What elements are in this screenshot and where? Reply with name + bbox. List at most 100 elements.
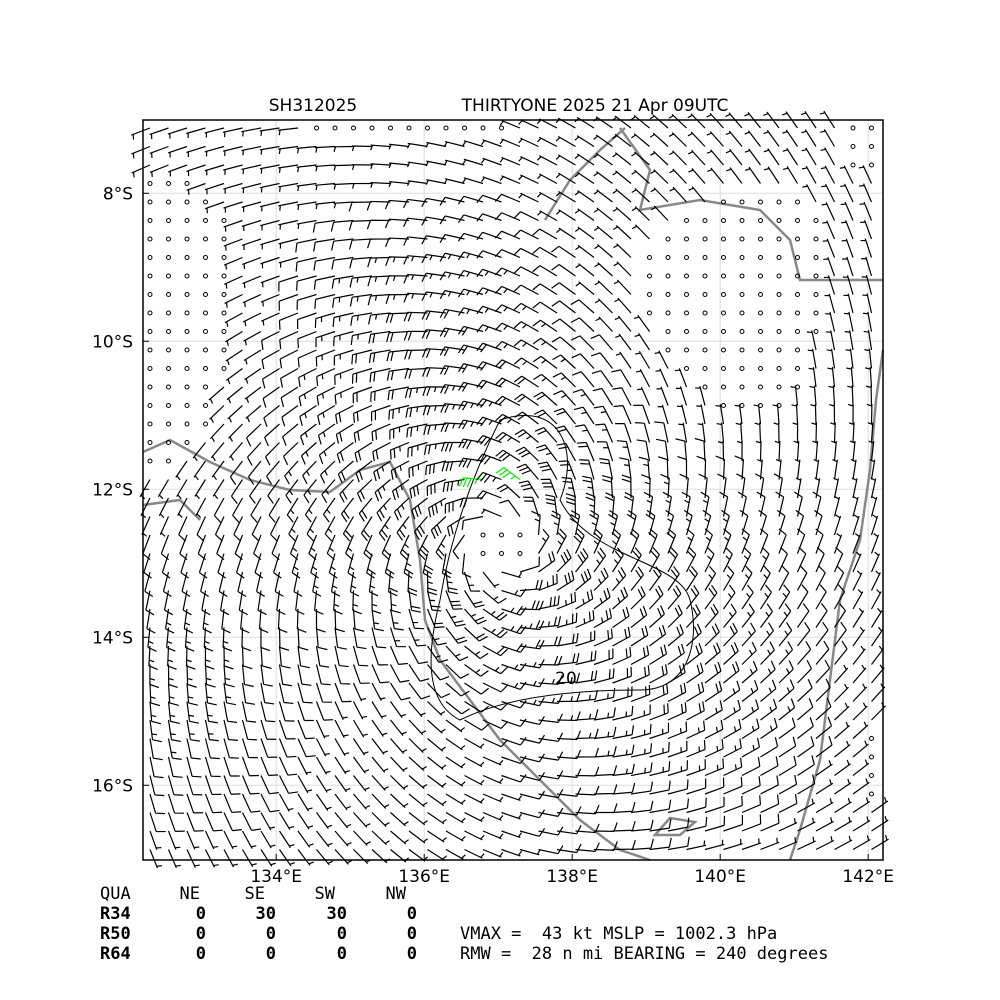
- wind-barb: [518, 480, 540, 499]
- wind-barb: [612, 566, 627, 591]
- wind-barb: [316, 793, 332, 811]
- wind-barb: [612, 744, 635, 758]
- calm: [795, 347, 800, 353]
- wind-barb: [458, 438, 484, 450]
- wind-barb: [260, 238, 280, 250]
- calm: [166, 273, 171, 279]
- wind-barb: [665, 509, 675, 536]
- wind-barb: [452, 534, 465, 560]
- wind-barb: [295, 590, 305, 615]
- wind-barb: [741, 528, 750, 554]
- wind-barb: [333, 201, 354, 209]
- wind-barb: [852, 645, 866, 665]
- wind-barb: [482, 737, 509, 748]
- wind-barb: [225, 349, 243, 366]
- wind-barb: [704, 528, 713, 554]
- wind-barb: [741, 603, 755, 628]
- wind-barb: [574, 190, 595, 203]
- wind-barb: [612, 115, 632, 129]
- wind-barb: [351, 367, 373, 384]
- wind-barb: [260, 256, 280, 269]
- calm: [739, 292, 745, 297]
- wind-barb: [741, 718, 760, 740]
- wind-barb: [575, 568, 592, 591]
- wind-barb: [386, 367, 410, 381]
- wind-barb: [349, 571, 360, 597]
- wind-barb: [411, 497, 428, 520]
- wind-barb: [316, 812, 333, 829]
- wind-barb: [427, 756, 447, 770]
- wind-barb: [616, 440, 632, 462]
- calm: [758, 218, 763, 223]
- wind-barb: [813, 509, 823, 536]
- wind-barb: [650, 150, 669, 166]
- wind-barb: [717, 473, 727, 499]
- wind-barb: [348, 219, 373, 231]
- wind-barb: [573, 528, 585, 554]
- wind-barb: [321, 479, 336, 504]
- wind-barb: [537, 528, 550, 554]
- wind-barb: [797, 698, 814, 721]
- wind-barb: [802, 184, 817, 203]
- wind-barb: [840, 201, 854, 221]
- wind-barb: [458, 457, 484, 469]
- calm: [184, 440, 190, 445]
- wind-barb: [457, 288, 484, 298]
- wind-barb: [317, 423, 336, 445]
- wind-barb: [832, 458, 838, 480]
- wind-barb: [442, 478, 465, 493]
- wind-barb: [667, 624, 684, 647]
- wind-barb: [273, 553, 282, 579]
- wind-barb: [352, 645, 369, 667]
- wind-barb: [815, 640, 830, 665]
- wind-barb: [662, 491, 672, 517]
- wind-barb: [297, 627, 309, 651]
- wind-barb: [131, 145, 151, 159]
- wind-barb: [815, 528, 824, 554]
- wind-barb: [209, 405, 225, 423]
- wind-barb: [594, 244, 613, 258]
- wind-barb: [186, 682, 198, 706]
- wind-barb: [131, 127, 151, 140]
- wind-barb: [334, 793, 351, 811]
- wind-barb: [262, 386, 280, 408]
- wind-barb: [318, 442, 336, 465]
- wind-barb: [261, 349, 280, 370]
- calm: [684, 310, 689, 316]
- wind-barb: [279, 849, 295, 867]
- wind-barb: [630, 819, 654, 832]
- wind-barb: [494, 212, 521, 222]
- wind-barb: [405, 404, 428, 418]
- wind-barb: [241, 738, 259, 759]
- wind-barb: [461, 553, 472, 578]
- wind-barb: [223, 719, 239, 741]
- wind-barb: [695, 386, 706, 406]
- wind-barb: [334, 756, 350, 775]
- wind-barb: [158, 497, 170, 519]
- wind-barb: [445, 608, 466, 627]
- wind-barb: [494, 267, 521, 277]
- wind-barb: [167, 738, 182, 760]
- wind-barb: [852, 514, 860, 536]
- wind-barb: [704, 623, 720, 647]
- wind-barb: [167, 756, 183, 778]
- wind-barb: [495, 395, 521, 407]
- wind-barb: [499, 499, 521, 517]
- wind-barb: [553, 390, 576, 406]
- wind-barb: [556, 711, 581, 722]
- wind-barb: [717, 440, 725, 462]
- wind-barb: [224, 312, 243, 327]
- wind-barb: [537, 173, 558, 185]
- wind-barb: [202, 608, 212, 634]
- wind-barb: [778, 736, 797, 758]
- wind-barb: [611, 369, 632, 388]
- wind-barb: [519, 809, 546, 819]
- wind-barb: [408, 738, 427, 753]
- wind-barb: [241, 238, 262, 251]
- calm: [721, 292, 726, 297]
- wind-barb: [630, 684, 651, 703]
- wind-barb: [867, 422, 874, 443]
- wind-barb: [142, 534, 151, 561]
- table-cell: R64: [100, 944, 131, 964]
